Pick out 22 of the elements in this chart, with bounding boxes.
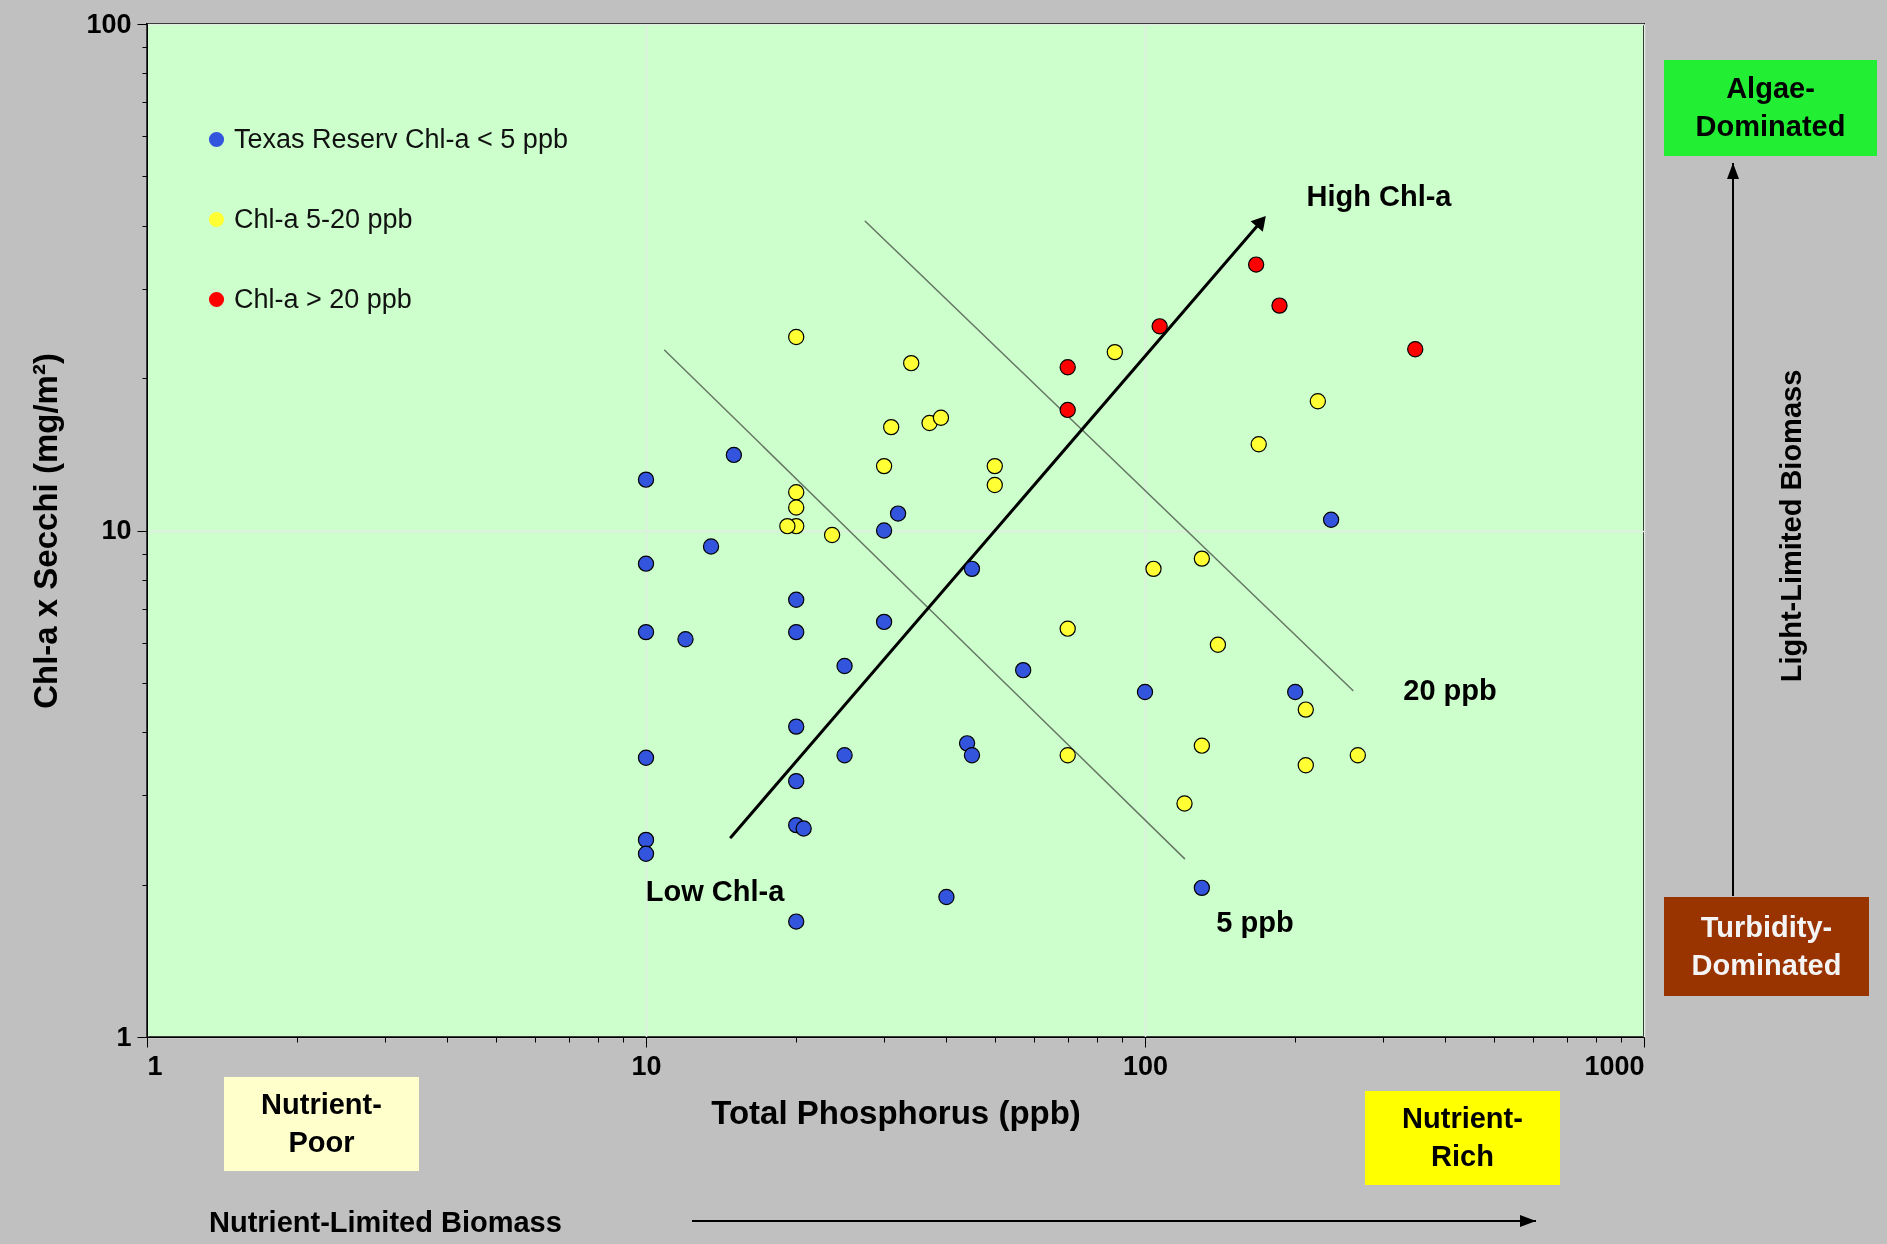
x-tick-label: 10 bbox=[631, 1050, 662, 1081]
annotation: 20 ppb bbox=[1403, 673, 1497, 707]
legend-label: Chl-a 5-20 ppb bbox=[234, 203, 413, 234]
text: Algae-Dominated bbox=[1664, 60, 1877, 156]
annotation: High Chl-a bbox=[1306, 179, 1452, 213]
y-axis-title: Chl-a x Secchi (mg/m²) bbox=[27, 353, 65, 709]
text: Nutrient-Rich bbox=[1365, 1091, 1560, 1185]
x-tick-label: 1 bbox=[147, 1050, 163, 1081]
legend-label: Texas Reserv Chl-a < 5 ppb bbox=[234, 123, 568, 154]
text: Nutrient-Poor bbox=[224, 1077, 419, 1171]
text: Light-Limited Biomass bbox=[1774, 369, 1808, 683]
x-tick-label: 1000 bbox=[1584, 1050, 1645, 1081]
x-axis-title: Total Phosphorus (ppb) bbox=[711, 1093, 1081, 1131]
text: Turbidity-Dominated bbox=[1664, 897, 1869, 996]
y-tick-label: 10 bbox=[101, 515, 132, 545]
x-tick-label: 100 bbox=[1122, 1050, 1169, 1081]
annotation: Low Chl-a bbox=[645, 874, 785, 908]
legend-label: Chl-a > 20 ppb bbox=[234, 283, 412, 314]
y-tick-label: 100 bbox=[86, 8, 132, 39]
text: Nutrient-Limited Biomass bbox=[209, 1206, 562, 1239]
annotation: 5 ppb bbox=[1216, 905, 1294, 939]
y-tick-label: 1 bbox=[116, 1021, 132, 1052]
